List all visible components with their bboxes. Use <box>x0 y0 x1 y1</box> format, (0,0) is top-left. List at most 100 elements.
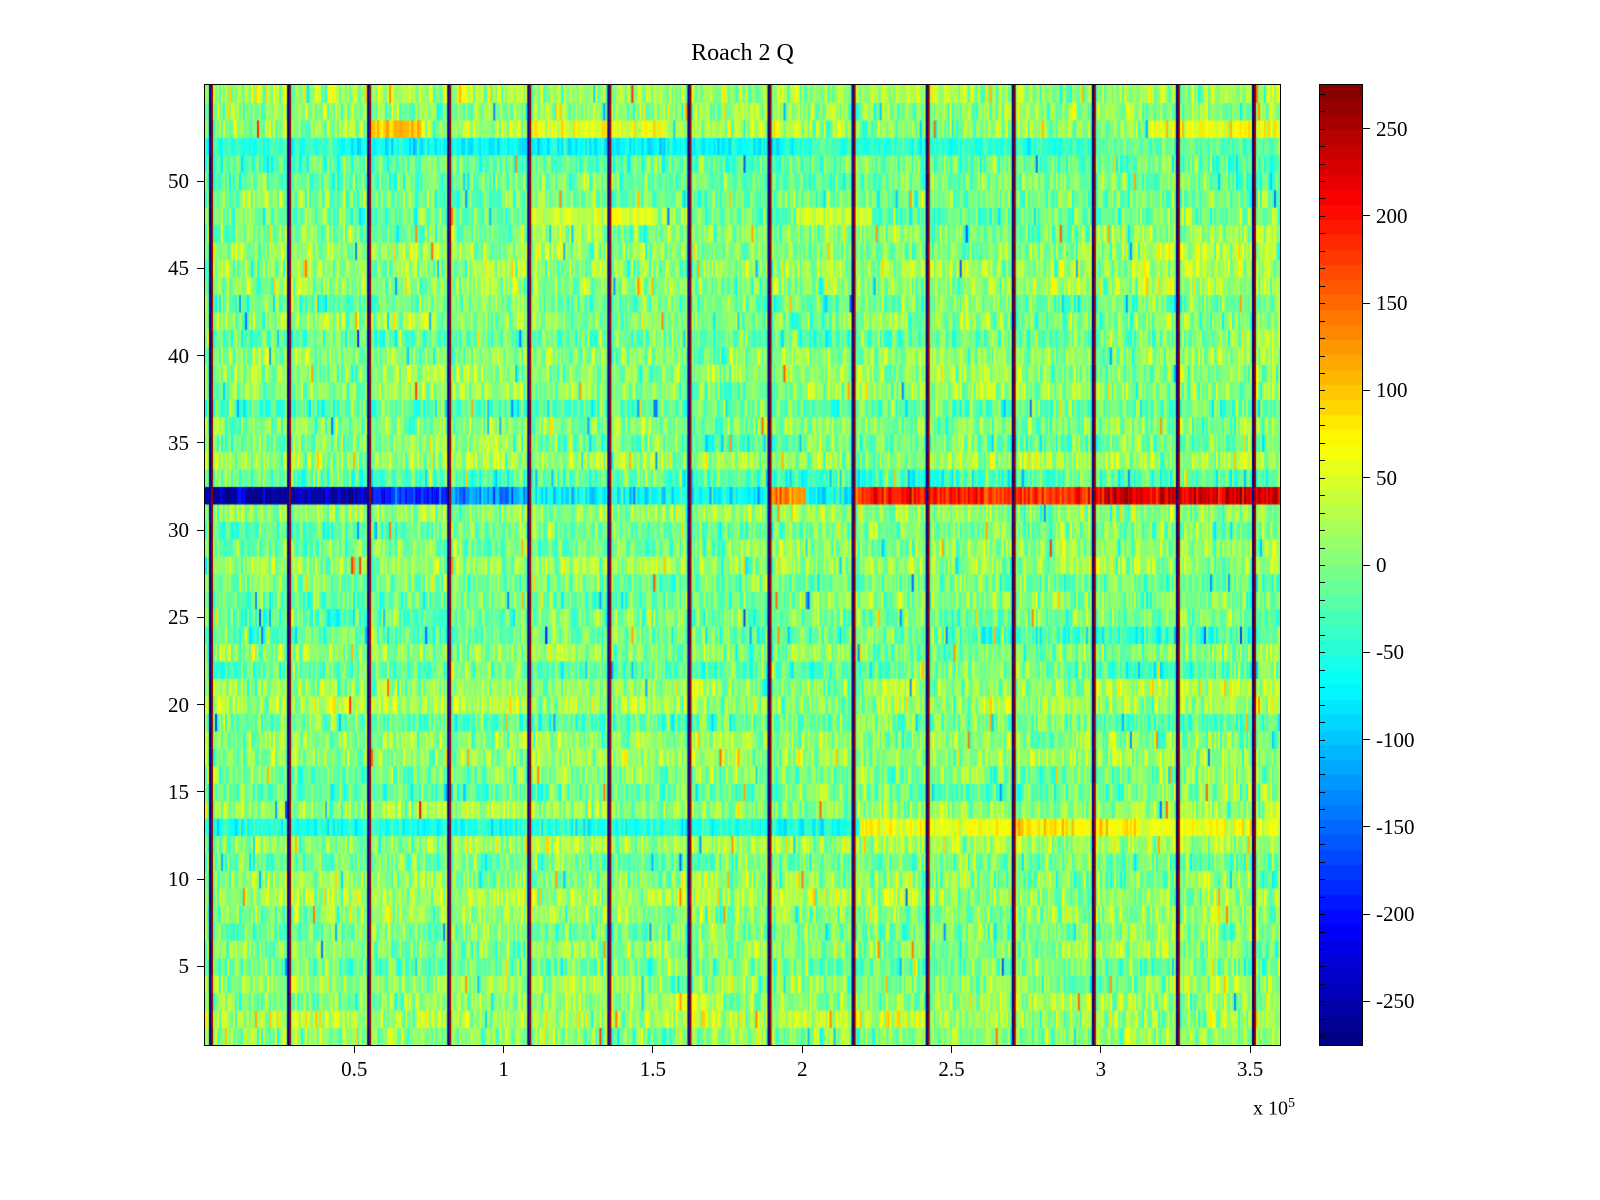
x-tick-mark <box>503 1046 505 1053</box>
colorbar-tick-mark <box>1363 913 1370 915</box>
colorbar-tick-label: 100 <box>1376 378 1408 403</box>
colorbar-minor-tick <box>1320 460 1325 462</box>
x-tick-mark <box>652 1046 654 1053</box>
colorbar-minor-tick <box>1320 250 1325 252</box>
colorbar-canvas <box>1320 85 1362 1045</box>
colorbar-tick-mark <box>1363 826 1370 828</box>
y-tick-mark <box>197 965 204 967</box>
y-tick-mark <box>197 267 204 269</box>
colorbar-minor-tick <box>1320 896 1325 898</box>
colorbar-minor-tick <box>1320 914 1325 916</box>
colorbar-minor-tick <box>1320 634 1325 636</box>
colorbar-minor-tick <box>1320 407 1325 409</box>
x-tick-label: 3 <box>1095 1057 1107 1081</box>
colorbar-minor-tick <box>1320 442 1325 444</box>
colorbar-tick-label: 150 <box>1376 291 1408 316</box>
colorbar-minor-tick <box>1320 303 1325 305</box>
colorbar-minor-tick <box>1320 1001 1325 1003</box>
colorbar-minor-tick <box>1320 163 1325 165</box>
x-tick-label: 1.5 <box>639 1057 667 1081</box>
y-tick-label: 50 <box>168 169 189 193</box>
colorbar-minor-tick <box>1320 146 1325 148</box>
y-tick-mark <box>197 529 204 531</box>
colorbar-minor-tick <box>1320 338 1325 340</box>
colorbar-tick-mark <box>1363 739 1370 741</box>
colorbar-minor-tick <box>1320 652 1325 654</box>
colorbar-minor-tick <box>1320 373 1325 374</box>
colorbar-minor-tick <box>1320 181 1325 182</box>
y-tick-mark <box>197 442 204 444</box>
colorbar-minor-tick <box>1320 826 1325 828</box>
colorbar-minor-tick <box>1320 739 1325 741</box>
x-axis-exponent: x 105 <box>1205 1096 1295 1121</box>
y-tick-label: 30 <box>168 518 189 543</box>
y-tick-mark <box>197 878 204 880</box>
colorbar-minor-tick <box>1320 844 1325 846</box>
x-tick-mark <box>1249 1046 1251 1053</box>
y-tick-label: 10 <box>168 867 189 892</box>
colorbar-tick-mark <box>1363 389 1370 391</box>
x-axis-exponent-power: 5 <box>1288 1096 1295 1111</box>
colorbar-minor-tick <box>1320 1036 1325 1038</box>
colorbar-tick-label: -150 <box>1376 814 1415 839</box>
colorbar-tick-label: 250 <box>1376 116 1408 141</box>
colorbar-minor-tick <box>1320 547 1325 549</box>
colorbar-minor-tick <box>1320 425 1325 427</box>
colorbar-minor-tick <box>1320 285 1325 287</box>
colorbar-minor-tick <box>1320 791 1325 793</box>
colorbar-minor-tick <box>1320 809 1325 811</box>
colorbar-minor-tick <box>1320 233 1325 235</box>
colorbar-minor-tick <box>1320 1018 1325 1020</box>
x-tick-mark <box>353 1046 355 1053</box>
colorbar-minor-tick <box>1320 774 1325 776</box>
colorbar-minor-tick <box>1320 355 1325 357</box>
y-tick-label: 5 <box>178 954 190 979</box>
colorbar-minor-tick <box>1320 704 1325 706</box>
colorbar-minor-tick <box>1320 966 1325 968</box>
colorbar-minor-tick <box>1320 530 1325 532</box>
x-tick-label: 0.5 <box>341 1057 368 1081</box>
colorbar-tick-mark <box>1363 215 1370 217</box>
colorbar-minor-tick <box>1320 215 1325 217</box>
colorbar-tick-mark <box>1363 564 1370 566</box>
x-tick-mark <box>951 1046 953 1053</box>
colorbar-minor-tick <box>1320 512 1325 514</box>
colorbar-minor-tick <box>1320 198 1325 200</box>
colorbar-minor-tick <box>1320 128 1325 130</box>
y-tick-mark <box>197 355 204 357</box>
colorbar-minor-tick <box>1320 617 1325 619</box>
colorbar-minor-tick <box>1320 320 1325 322</box>
colorbar-minor-tick <box>1320 565 1325 566</box>
colorbar-minor-tick <box>1320 931 1325 933</box>
colorbar-minor-tick <box>1320 390 1325 392</box>
x-tick-label: 1 <box>498 1057 509 1081</box>
y-tick-label: 25 <box>168 605 189 630</box>
y-tick-label: 45 <box>168 256 189 281</box>
colorbar-tick-mark <box>1363 128 1370 130</box>
colorbar-tick-mark <box>1363 477 1370 479</box>
chart-title: Roach 2 Q <box>691 40 794 66</box>
colorbar-minor-tick <box>1320 599 1325 601</box>
colorbar-minor-tick <box>1320 93 1325 95</box>
y-tick-mark <box>197 180 204 182</box>
y-tick-label: 40 <box>168 343 189 368</box>
colorbar-tick-label: -100 <box>1376 727 1415 752</box>
y-tick-mark <box>197 616 204 618</box>
colorbar-tick-label: -250 <box>1376 989 1415 1014</box>
x-tick-label: 2 <box>796 1057 808 1081</box>
x-tick-mark <box>801 1046 803 1053</box>
colorbar-minor-tick <box>1320 477 1325 479</box>
colorbar-minor-tick <box>1320 268 1325 270</box>
x-tick-label: 2.5 <box>938 1057 965 1081</box>
colorbar-minor-tick <box>1320 983 1325 985</box>
x-tick-mark <box>1100 1046 1102 1053</box>
colorbar-minor-tick <box>1320 111 1325 113</box>
y-tick-label: 35 <box>168 430 189 455</box>
colorbar-minor-tick <box>1320 722 1325 724</box>
heatmap-canvas <box>205 85 1280 1045</box>
colorbar-minor-tick <box>1320 861 1325 863</box>
colorbar-tick-label: -200 <box>1376 902 1415 927</box>
y-tick-label: 15 <box>168 779 189 804</box>
y-tick-label: 20 <box>168 692 189 717</box>
